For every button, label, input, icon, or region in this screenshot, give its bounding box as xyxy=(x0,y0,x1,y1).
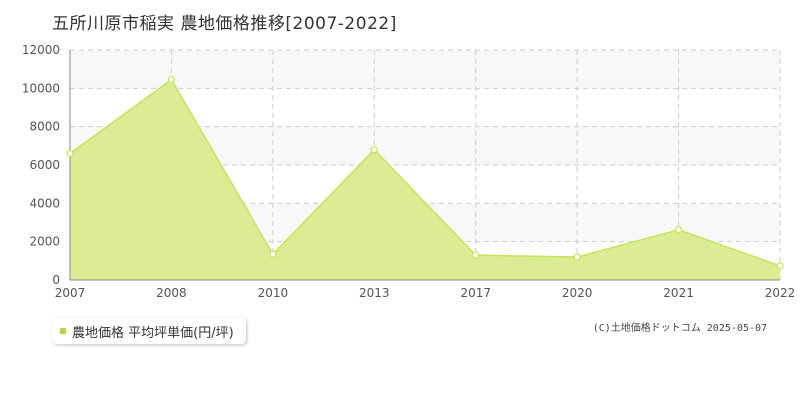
area-fill xyxy=(70,79,780,280)
y-tick-label: 12000 xyxy=(22,43,60,57)
data-point xyxy=(167,76,176,84)
y-tick-label: 4000 xyxy=(29,196,60,210)
x-tick-label: 2017 xyxy=(460,286,491,300)
y-tick-labels: 0 2000 4000 6000 8000 10000 12000 xyxy=(22,43,60,287)
data-markers xyxy=(66,76,784,270)
chart-title: 五所川原市稲実 農地価格推移[2007-2022] xyxy=(52,14,397,34)
legend-label: 農地価格 平均坪単価(円/坪) xyxy=(72,325,234,341)
data-point xyxy=(573,253,581,261)
y-tick-label: 2000 xyxy=(29,235,60,249)
x-tick-label: 2010 xyxy=(258,286,289,300)
y-tick-label: 10000 xyxy=(22,81,60,95)
x-tick-label: 2021 xyxy=(663,286,694,300)
data-point xyxy=(776,262,784,270)
x-tick-label: 2007 xyxy=(55,286,86,300)
data-point xyxy=(269,250,277,258)
x-tick-label: 2013 xyxy=(359,286,390,300)
y-tick-label: 0 xyxy=(52,273,60,287)
data-point xyxy=(66,149,74,158)
y-tick-label: 6000 xyxy=(29,158,60,172)
x-tick-label: 2022 xyxy=(765,286,796,300)
x-tick-labels: 2007 2008 2010 2013 2017 2020 2021 2022 xyxy=(55,286,796,300)
axes xyxy=(69,50,780,281)
legend-marker xyxy=(60,328,66,334)
legend: 農地価格 平均坪単価(円/坪) xyxy=(52,318,246,344)
background-band xyxy=(70,50,780,89)
data-point xyxy=(674,226,683,234)
copyright-text: (C)土地価格ドットコム 2025-05-07 xyxy=(592,323,767,334)
x-tick-label: 2020 xyxy=(562,286,593,300)
series-line xyxy=(69,78,781,267)
data-point xyxy=(472,251,480,259)
y-tick-label: 8000 xyxy=(29,120,60,134)
data-point xyxy=(370,146,378,154)
x-tick-label: 2008 xyxy=(156,286,187,300)
series-area xyxy=(69,78,781,280)
